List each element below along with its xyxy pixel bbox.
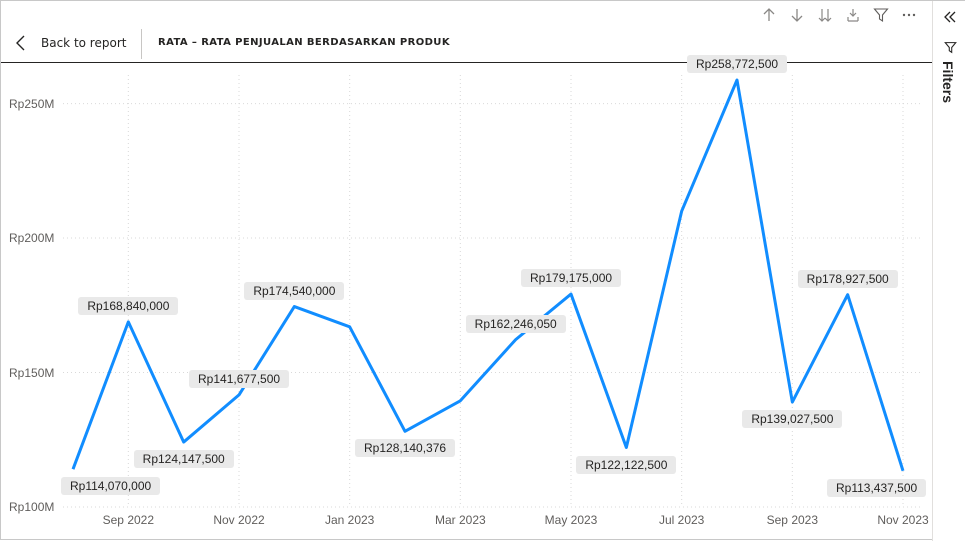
data-label: Rp174,540,000 xyxy=(244,281,345,300)
data-point[interactable] xyxy=(236,392,242,398)
data-point[interactable] xyxy=(900,468,906,474)
data-point[interactable] xyxy=(789,399,795,405)
x-axis-tick-label: Jul 2023 xyxy=(658,513,705,527)
header-divider xyxy=(141,29,142,59)
line-chart-plot xyxy=(63,75,921,508)
y-axis-tick-label: Rp250M xyxy=(9,96,55,111)
filters-funnel-icon xyxy=(944,42,957,54)
filters-pane-label: Filters xyxy=(940,61,956,104)
data-label: Rp162,246,050 xyxy=(465,314,566,333)
data-label: Rp128,140,376 xyxy=(355,439,456,458)
data-label: Rp178,927,500 xyxy=(797,269,898,288)
expand-hierarchy-icon[interactable] xyxy=(843,5,862,25)
series-line[interactable] xyxy=(71,78,905,472)
data-label: Rp179,175,000 xyxy=(521,269,622,288)
x-axis-tick-label: Sep 2022 xyxy=(102,513,155,527)
data-point[interactable] xyxy=(70,466,76,472)
arrow-down-icon[interactable] xyxy=(787,5,806,25)
arrow-up-icon[interactable] xyxy=(759,5,778,25)
data-point[interactable] xyxy=(568,291,574,297)
data-label: Rp168,840,000 xyxy=(78,296,179,315)
data-label: Rp141,677,500 xyxy=(189,369,290,388)
data-point[interactable] xyxy=(623,445,629,451)
data-label: Rp113,437,500 xyxy=(827,478,927,497)
data-point[interactable] xyxy=(845,292,851,298)
x-axis-tick-label: Nov 2023 xyxy=(877,513,929,527)
line-chart: Rp100M Rp150M Rp200M Rp250M Sep 2022 Nov 2022… xyxy=(1,55,932,541)
chevron-left-icon xyxy=(16,35,25,51)
data-label: Rp114,070,000 xyxy=(61,477,161,496)
data-point[interactable] xyxy=(291,304,297,310)
double-arrow-down-icon[interactable] xyxy=(815,5,834,25)
x-axis-tick-label: May 2023 xyxy=(544,513,598,527)
data-point[interactable] xyxy=(457,398,463,404)
visual-title: RATA – RATA PENJUALAN BERDASARKAN PRODUK xyxy=(158,37,450,48)
y-axis-tick-label: Rp100M xyxy=(9,500,55,514)
data-point[interactable] xyxy=(347,324,353,330)
visual-toolbar xyxy=(759,5,918,25)
data-label: Rp139,027,500 xyxy=(742,410,843,429)
y-axis-tick-label: Rp150M xyxy=(9,365,55,380)
x-axis-tick-label: Sep 2023 xyxy=(766,513,819,527)
data-point[interactable] xyxy=(679,208,685,214)
x-axis-tick-label: Nov 2022 xyxy=(213,513,265,527)
focus-mode-visual: Back to report RATA – RATA PENJUALAN BER… xyxy=(1,1,932,541)
filters-pane[interactable]: Filters xyxy=(932,1,965,541)
data-point[interactable] xyxy=(125,319,131,325)
filter-icon[interactable] xyxy=(871,5,890,25)
collapse-pane-icon[interactable] xyxy=(942,9,958,25)
data-label: Rp258,772,500 xyxy=(687,55,788,73)
x-axis-tick-label: Mar 2023 xyxy=(434,513,486,527)
data-label: Rp124,147,500 xyxy=(133,450,234,469)
data-point[interactable] xyxy=(402,428,408,434)
visual-header: Back to report RATA – RATA PENJUALAN BER… xyxy=(1,21,932,63)
back-to-report-button[interactable]: Back to report xyxy=(15,33,126,53)
y-axis-tick-label: Rp200M xyxy=(9,231,55,246)
more-options-icon[interactable] xyxy=(899,5,918,25)
data-label: Rp122,122,500 xyxy=(576,455,677,474)
x-axis-tick-label: Jan 2023 xyxy=(324,513,375,527)
data-point[interactable] xyxy=(513,337,519,343)
back-to-report-label: Back to report xyxy=(41,36,127,50)
data-point[interactable] xyxy=(734,77,740,83)
data-point[interactable] xyxy=(181,439,187,445)
